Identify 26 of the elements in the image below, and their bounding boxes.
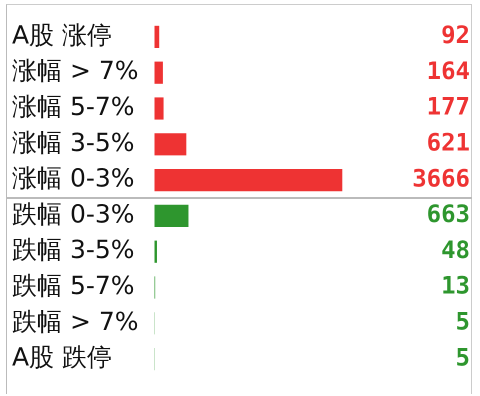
bar — [154, 169, 342, 192]
y-tick-label: A股 涨停 — [12, 20, 112, 50]
data-label: 5 — [456, 308, 470, 336]
data-label: 13 — [441, 272, 470, 300]
y-tick-label: 跌幅 5-7% — [12, 271, 135, 300]
y-tick-label: 涨幅 > 7% — [12, 56, 139, 86]
y-tick-label: 涨幅 0-3% — [12, 164, 135, 193]
y-tick-label: 跌幅 3-5% — [12, 235, 135, 264]
data-label: 621 — [426, 128, 470, 157]
y-tick-label: 涨幅 5-7% — [12, 92, 135, 121]
bar — [154, 97, 164, 120]
bar — [154, 26, 160, 48]
y-tick-label: 涨幅 3-5% — [12, 128, 135, 157]
data-label: 3666 — [412, 164, 470, 192]
data-label: 92 — [441, 21, 470, 50]
data-label: 5 — [456, 343, 470, 372]
y-tick-label: 跌幅 0-3% — [12, 199, 135, 228]
data-label: 48 — [441, 236, 470, 264]
data-label: 164 — [426, 56, 470, 85]
bar — [154, 204, 188, 227]
y-tick-label: 跌幅 > 7% — [12, 306, 139, 336]
bar — [154, 133, 186, 156]
bar — [154, 62, 163, 84]
data-label: 177 — [426, 92, 470, 121]
y-tick-label: A股 跌停 — [12, 342, 112, 372]
data-label: 663 — [426, 200, 470, 228]
